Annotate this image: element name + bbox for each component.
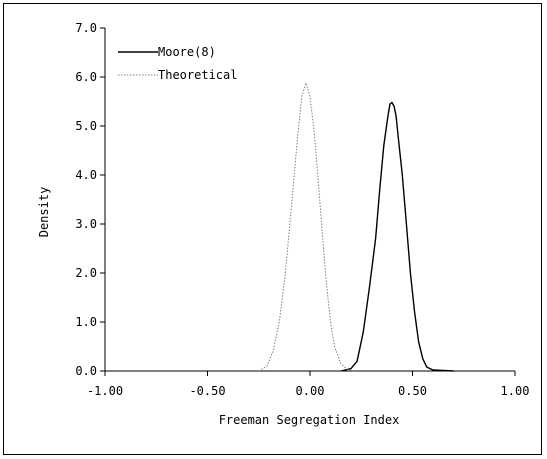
legend: Moore(8) Theoretical xyxy=(118,45,237,82)
x-tick-label: -1.00 xyxy=(87,384,123,398)
chart-frame xyxy=(3,3,542,455)
axes: 0.0 1.0 2.0 3.0 4.0 5.0 6.0 7.0 -1.00 -0.50 0.00 0.… xyxy=(75,21,529,398)
y-tick-label: 7.0 xyxy=(75,21,97,35)
x-axis-label: Freeman Segregation Index xyxy=(219,413,400,427)
y-tick-label: 4.0 xyxy=(75,168,97,182)
y-axis-label: Density xyxy=(37,187,51,238)
x-tick-label: 1.00 xyxy=(501,384,530,398)
legend-label: Moore(8) xyxy=(158,45,216,59)
x-tick-label: -0.50 xyxy=(189,384,225,398)
series-line-2 xyxy=(258,82,356,372)
series-lines xyxy=(258,82,454,372)
y-tick-label: 3.0 xyxy=(75,217,97,231)
y-tick-label: 0.0 xyxy=(75,364,97,378)
legend-label: Theoretical xyxy=(158,68,237,82)
x-tick-label: 0.50 xyxy=(398,384,427,398)
series-line-1 xyxy=(340,101,454,372)
y-tick-label: 5.0 xyxy=(75,119,97,133)
x-tick-label: 0.00 xyxy=(296,384,325,398)
y-tick-label: 1.0 xyxy=(75,315,97,329)
y-tick-label: 6.0 xyxy=(75,70,97,84)
y-tick-label: 2.0 xyxy=(75,266,97,280)
